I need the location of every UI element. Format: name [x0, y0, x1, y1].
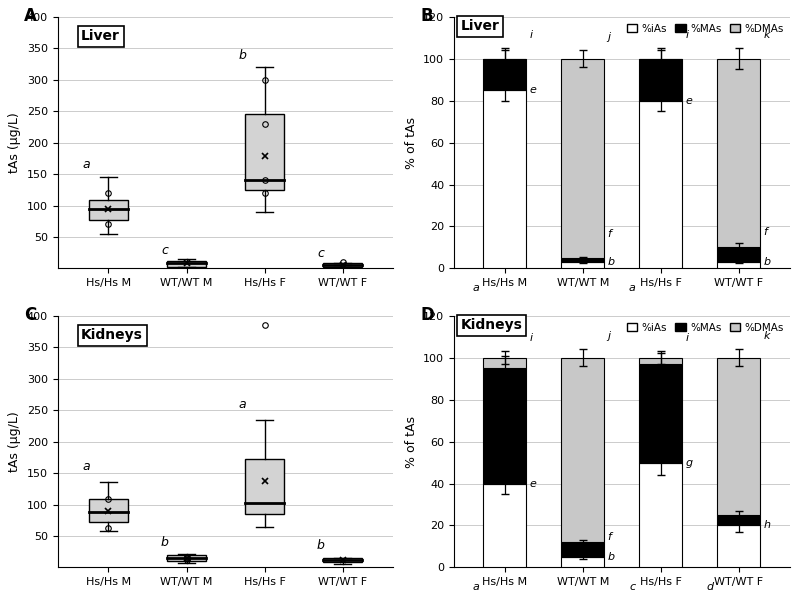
Bar — [561, 557, 604, 568]
Bar — [639, 358, 682, 364]
Text: a: a — [83, 460, 90, 473]
Bar — [639, 59, 682, 100]
Y-axis label: tAs (μg/L): tAs (μg/L) — [8, 411, 22, 472]
Text: k: k — [764, 30, 770, 40]
Bar — [561, 258, 604, 262]
Bar — [484, 90, 526, 269]
Text: e: e — [685, 96, 693, 106]
Text: c: c — [630, 582, 635, 592]
Text: a: a — [472, 582, 480, 592]
Text: A: A — [24, 7, 37, 25]
Bar — [484, 358, 526, 368]
Text: b: b — [160, 536, 168, 548]
Text: i: i — [685, 30, 689, 40]
Text: a: a — [239, 398, 247, 411]
Text: k: k — [764, 331, 770, 341]
Text: Kidneys: Kidneys — [460, 318, 523, 332]
Legend: %iAs, %MAs, %DMAs: %iAs, %MAs, %DMAs — [622, 318, 788, 337]
Text: b: b — [239, 49, 247, 62]
Bar — [639, 100, 682, 269]
Bar — [323, 264, 362, 267]
Text: b: b — [764, 257, 771, 267]
Bar — [323, 558, 362, 563]
Text: b: b — [607, 257, 614, 267]
Bar — [89, 499, 128, 522]
Bar — [561, 542, 604, 557]
Text: e: e — [529, 85, 536, 95]
Bar — [717, 262, 760, 269]
Text: C: C — [24, 306, 37, 324]
Text: g: g — [685, 457, 693, 468]
Text: i: i — [529, 30, 532, 40]
Bar — [717, 358, 760, 515]
Text: f: f — [764, 227, 768, 237]
Text: Liver: Liver — [460, 19, 500, 33]
Bar — [639, 364, 682, 463]
Text: d: d — [706, 582, 713, 592]
Text: a: a — [629, 283, 635, 293]
Y-axis label: % of tAs: % of tAs — [405, 117, 417, 169]
Bar — [484, 368, 526, 484]
Text: a: a — [472, 283, 480, 293]
Legend: %iAs, %MAs, %DMAs: %iAs, %MAs, %DMAs — [622, 19, 788, 38]
Text: b: b — [607, 552, 614, 562]
Text: i: i — [685, 333, 689, 343]
Bar — [89, 200, 128, 220]
Bar — [561, 358, 604, 542]
Y-axis label: % of tAs: % of tAs — [405, 416, 417, 468]
Bar — [561, 262, 604, 269]
Bar — [717, 515, 760, 526]
Text: f: f — [607, 532, 611, 542]
Text: a: a — [83, 158, 90, 171]
Y-axis label: tAs (μg/L): tAs (μg/L) — [8, 112, 22, 173]
Bar — [717, 59, 760, 248]
Bar — [245, 459, 284, 514]
Text: c: c — [318, 248, 324, 260]
Text: B: B — [421, 7, 433, 25]
Bar — [639, 463, 682, 568]
Text: c: c — [161, 244, 168, 257]
Bar — [167, 555, 206, 561]
Bar — [717, 248, 760, 262]
Text: D: D — [421, 306, 434, 324]
Bar — [717, 526, 760, 568]
Bar — [245, 114, 284, 190]
Text: e: e — [529, 478, 536, 489]
Text: b: b — [317, 539, 325, 552]
Bar — [561, 59, 604, 258]
Text: h: h — [764, 520, 771, 530]
Text: j: j — [607, 331, 610, 341]
Text: i: i — [529, 333, 532, 343]
Text: Kidneys: Kidneys — [81, 328, 143, 342]
Text: f: f — [607, 229, 611, 239]
Bar — [484, 484, 526, 568]
Text: j: j — [607, 32, 610, 42]
Text: Liver: Liver — [81, 29, 120, 43]
Bar — [484, 59, 526, 90]
Bar — [167, 261, 206, 267]
